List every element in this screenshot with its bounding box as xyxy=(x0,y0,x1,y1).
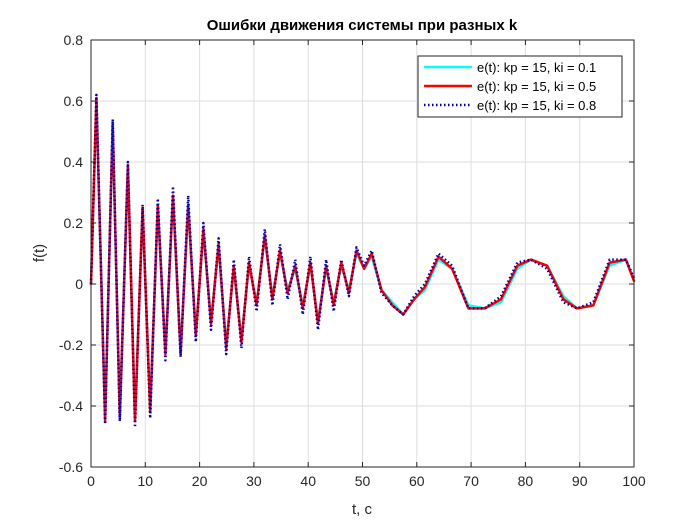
x-tick-label: 20 xyxy=(192,473,208,489)
series-layer xyxy=(89,93,636,429)
legend-label-1: e(t): kp = 15, ki = 0.1 xyxy=(477,60,596,75)
x-tick-label: 90 xyxy=(572,473,588,489)
x-tick-label: 100 xyxy=(622,473,646,489)
x-tick-label: 80 xyxy=(518,473,534,489)
x-tick-label: 30 xyxy=(246,473,262,489)
x-tick-label: 70 xyxy=(463,473,479,489)
series-line-3 xyxy=(89,93,636,429)
y-tick-label: -0.2 xyxy=(59,337,83,353)
y-tick-label: 0 xyxy=(75,276,83,292)
legend-label-3: e(t): kp = 15, ki = 0.8 xyxy=(477,98,596,113)
y-tick-label: 0.4 xyxy=(64,154,84,170)
x-axis-label: t, c xyxy=(352,501,373,518)
y-tick-label: 0.8 xyxy=(64,32,84,48)
y-tick-label: 0.6 xyxy=(64,93,84,109)
x-tick-label: 60 xyxy=(409,473,425,489)
x-tick-label: 50 xyxy=(355,473,371,489)
y-axis-label: f(t) xyxy=(31,244,48,262)
y-tick-label: -0.6 xyxy=(59,459,83,475)
x-tick-label: 10 xyxy=(138,473,154,489)
legend-label-2: e(t): kp = 15, ki = 0.5 xyxy=(477,79,596,94)
legend: e(t): kp = 15, ki = 0.1 e(t): kp = 15, ki… xyxy=(417,55,623,118)
axis-ticks: 0 10 20 30 40 50 60 70 80 90 100 -0.6 -0.4 -0.2 0 0.2 0.… xyxy=(59,32,646,489)
x-tick-label: 40 xyxy=(300,473,316,489)
y-tick-label: 0.2 xyxy=(64,215,84,231)
y-tick-label: -0.4 xyxy=(59,398,83,414)
chart-title: Ошибки движения системы при разных k xyxy=(207,17,518,34)
x-tick-label: 0 xyxy=(87,473,95,489)
